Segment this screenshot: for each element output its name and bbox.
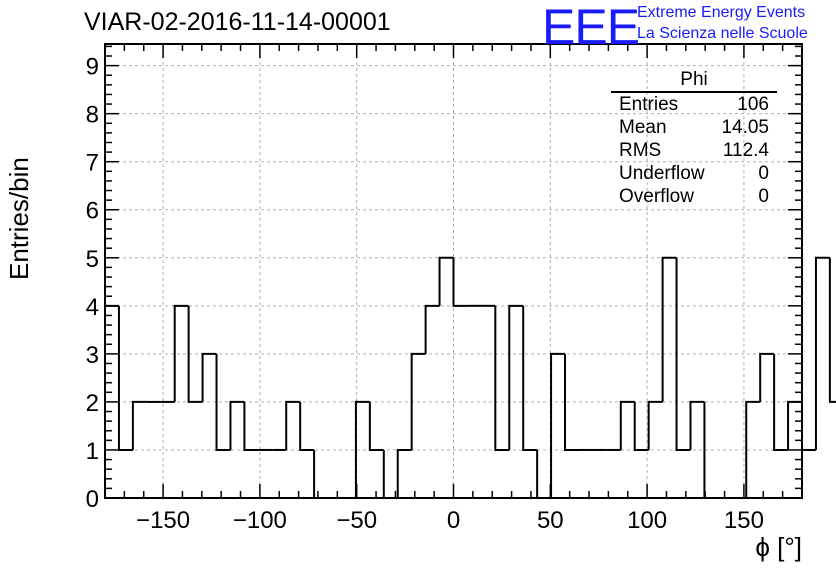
histogram-bin <box>424 304 440 354</box>
y-tick-label: 7 <box>86 150 99 177</box>
x-tick-label: 0 <box>447 507 460 534</box>
histogram-bin <box>452 257 468 307</box>
stats-box: Phi Entries 106 Mean 14.05 RMS 112.4 Und… <box>611 69 777 208</box>
y-tick-label: 3 <box>86 342 99 369</box>
y-tick-label: 9 <box>86 54 99 81</box>
histogram-bin <box>117 305 133 451</box>
stats-value: 14.05 <box>721 117 769 138</box>
histogram-bin <box>759 352 775 402</box>
x-tick-label: −150 <box>136 507 190 534</box>
histogram-bin <box>173 304 189 402</box>
histogram-bin <box>187 305 203 403</box>
histogram-bin <box>619 400 635 450</box>
chart-title: VIAR-02-2016-11-14-00001 <box>84 8 391 36</box>
x-tick-label: 150 <box>724 507 764 534</box>
stats-row-rms: RMS 112.4 <box>611 139 777 162</box>
eee-logo: EEE <box>542 0 640 55</box>
stats-label: RMS <box>619 140 662 161</box>
histogram-bin <box>382 449 398 499</box>
histogram-bin <box>354 400 370 498</box>
y-tick-label: 0 <box>86 486 99 513</box>
histogram-bin <box>313 449 329 499</box>
stats-value: 106 <box>737 94 769 115</box>
histogram-bin <box>438 256 454 306</box>
histogram-bin <box>661 256 677 402</box>
histogram-bin <box>814 256 830 450</box>
histogram-bin <box>675 257 691 451</box>
stats-value: 0 <box>758 163 769 184</box>
logo-caption: Extreme Energy Events La Scienza nelle S… <box>637 2 808 44</box>
stats-label: Underflow <box>619 163 705 184</box>
histogram-bin <box>801 401 816 451</box>
histogram-bin <box>494 305 510 451</box>
y-tick-label: 5 <box>86 246 99 273</box>
y-tick-label: 8 <box>86 102 99 129</box>
stats-row-entries: Entries 106 <box>611 93 777 116</box>
histogram-bin <box>508 304 524 450</box>
histogram-bin <box>201 352 217 402</box>
stats-value: 0 <box>758 186 769 207</box>
stats-label: Entries <box>619 94 679 115</box>
histogram-bin <box>215 353 231 451</box>
stats-value: 112.4 <box>722 140 769 161</box>
histogram-bin <box>745 400 761 498</box>
histogram-bin <box>536 449 552 499</box>
histogram-bin <box>773 353 789 451</box>
histogram-bin <box>368 401 384 451</box>
histogram-bin <box>131 400 147 450</box>
histogram-bin <box>828 257 836 403</box>
stats-label: Overflow <box>619 186 694 207</box>
histogram-bin <box>689 400 705 450</box>
x-tick-label: 50 <box>537 507 564 534</box>
histogram-bin <box>647 400 663 450</box>
x-tick-label: −50 <box>336 507 377 534</box>
x-tick-label: 100 <box>627 507 667 534</box>
logo-line-1: Extreme Energy Events <box>637 4 806 21</box>
histogram-bin <box>522 305 538 451</box>
stats-label: Mean <box>619 117 667 138</box>
histogram-bin <box>787 400 802 450</box>
histogram-bin <box>633 401 649 451</box>
y-tick-label: 6 <box>86 198 99 225</box>
stats-row-mean: Mean 14.05 <box>611 116 777 139</box>
stats-row-underflow: Underflow 0 <box>611 162 777 185</box>
histogram-bin <box>550 352 566 498</box>
y-tick-label: 2 <box>86 390 99 417</box>
y-tick-label: 1 <box>86 438 99 465</box>
stats-row-overflow: Overflow 0 <box>611 185 777 208</box>
histogram-bin <box>396 448 412 498</box>
logo-line-2: La Scienza nelle Scuole <box>637 25 808 42</box>
histogram-bin <box>243 401 259 451</box>
y-axis-label: Entries/bin <box>4 157 34 280</box>
histogram-bin <box>564 353 579 451</box>
stats-title: Phi <box>611 69 777 93</box>
x-tick-label: −100 <box>233 507 287 534</box>
histogram-bin <box>229 400 245 450</box>
histogram-bin <box>410 352 426 450</box>
y-tick-label: 4 <box>86 294 99 321</box>
histogram-bin <box>299 401 315 451</box>
x-axis-label: ϕ [°] <box>755 532 802 562</box>
histogram-bin <box>285 400 301 450</box>
